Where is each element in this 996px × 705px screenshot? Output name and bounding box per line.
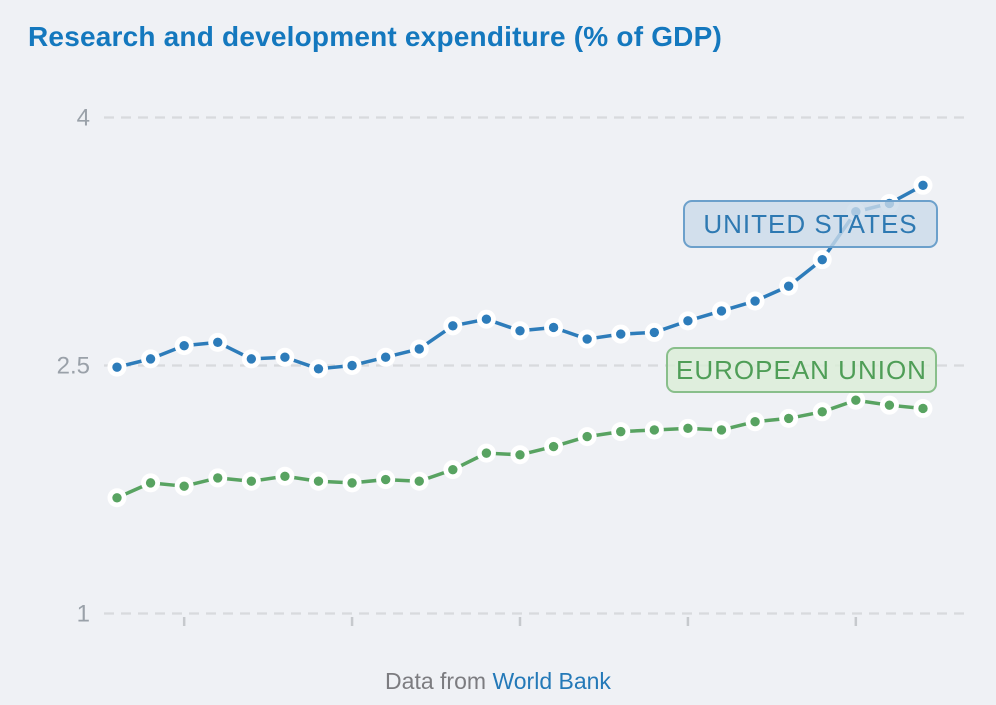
data-point-united-states <box>750 296 760 306</box>
data-point-european-union <box>179 481 189 491</box>
y-axis-label-2.5: 2.5 <box>57 353 90 380</box>
data-point-european-union <box>851 395 861 405</box>
data-point-european-union <box>918 403 928 414</box>
data-point-european-union <box>414 476 424 486</box>
data-point-united-states <box>246 354 257 364</box>
data-point-united-states <box>918 180 928 190</box>
series-label-united-states: UNITED STATES <box>683 200 938 248</box>
data-point-european-union <box>380 474 391 485</box>
data-point-united-states <box>179 340 189 351</box>
data-point-united-states <box>280 352 290 362</box>
data-point-european-union <box>448 464 458 475</box>
data-point-european-union <box>515 450 525 460</box>
data-point-united-states <box>448 321 458 331</box>
data-point-united-states <box>716 306 727 316</box>
data-point-european-union <box>213 473 223 483</box>
data-point-united-states <box>817 254 827 265</box>
data-point-united-states <box>683 316 693 326</box>
data-point-european-union <box>246 476 257 486</box>
data-point-european-union <box>649 425 660 435</box>
data-point-european-union <box>884 400 895 410</box>
data-point-european-union <box>112 493 122 503</box>
data-point-european-union <box>750 417 760 427</box>
data-point-european-union <box>347 478 357 488</box>
data-point-united-states <box>380 352 391 362</box>
data-point-united-states <box>481 314 492 324</box>
data-point-united-states <box>112 362 122 372</box>
world-bank-link[interactable]: World Bank <box>492 668 611 694</box>
data-point-european-union <box>145 478 156 488</box>
y-axis-label-4: 4 <box>77 105 90 132</box>
data-point-united-states <box>145 354 156 364</box>
data-point-united-states <box>313 364 324 374</box>
chart-title: Research and development expenditure (% … <box>28 21 722 52</box>
series-label-european-union: EUROPEAN UNION <box>666 347 937 393</box>
data-point-european-union <box>616 426 626 437</box>
source-prefix-text: Data from <box>385 668 487 694</box>
data-point-european-union <box>313 476 324 486</box>
data-point-european-union <box>817 407 827 417</box>
y-axis-label-1: 1 <box>77 601 90 628</box>
data-point-european-union <box>481 448 492 458</box>
source-caption: Data from World Bank <box>0 668 996 695</box>
data-point-united-states <box>783 281 794 291</box>
data-point-united-states <box>414 344 424 354</box>
data-point-united-states <box>649 327 660 338</box>
data-point-united-states <box>515 326 525 336</box>
data-point-european-union <box>683 423 693 434</box>
data-point-united-states <box>616 329 626 339</box>
data-point-european-union <box>280 471 290 481</box>
data-point-european-union <box>582 431 592 442</box>
data-point-united-states <box>582 334 592 344</box>
data-point-united-states <box>213 337 223 348</box>
data-point-european-union <box>548 441 559 452</box>
data-point-european-union <box>783 413 794 424</box>
data-point-united-states <box>548 322 559 333</box>
data-point-european-union <box>716 425 727 435</box>
data-point-united-states <box>347 360 357 371</box>
